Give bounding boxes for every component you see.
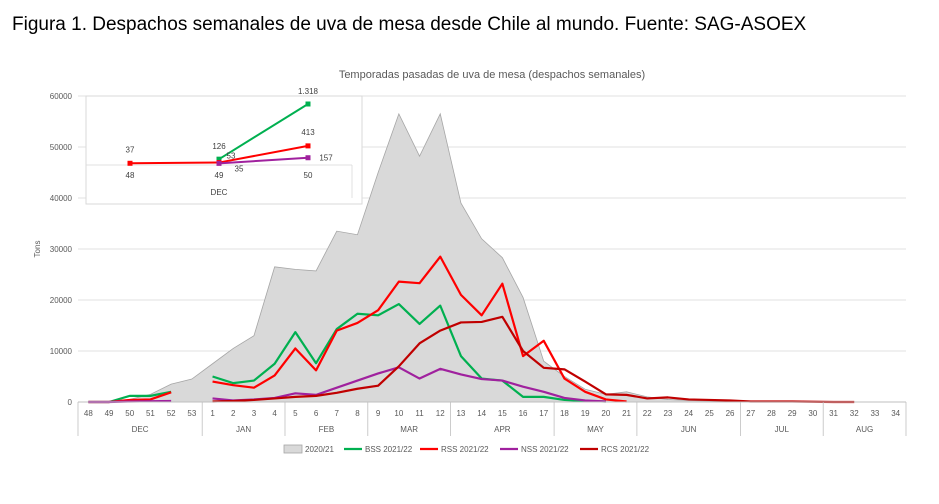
- inset-x-tick-label: 50: [304, 171, 313, 180]
- x-tick-label: 20: [601, 409, 610, 418]
- x-tick-label: 5: [293, 409, 298, 418]
- y-tick-label-1: 10000: [50, 347, 73, 356]
- x-tick-label: 27: [746, 409, 755, 418]
- x-tick-label: 9: [376, 409, 381, 418]
- x-tick-label: 32: [850, 409, 859, 418]
- legend-label-4: RCS 2021/22: [601, 445, 650, 454]
- x-tick-label: 10: [394, 409, 403, 418]
- x-tick-label: 50: [125, 409, 134, 418]
- x-tick-label: 23: [663, 409, 672, 418]
- x-tick-label: 7: [335, 409, 340, 418]
- inset-x-tick-label: 49: [215, 171, 224, 180]
- legend-label-1: BSS 2021/22: [365, 445, 413, 454]
- inset-marker-1-2: [305, 143, 311, 149]
- x-tick-label: 2: [231, 409, 236, 418]
- x-tick-label: 30: [808, 409, 817, 418]
- y-tick-label-3: 30000: [50, 245, 73, 254]
- x-tick-label: 25: [705, 409, 714, 418]
- x-tick-label: 8: [355, 409, 360, 418]
- x-tick-label: 31: [829, 409, 838, 418]
- inset-marker-0-1: [216, 156, 222, 162]
- inset-data-label: 126: [212, 142, 226, 151]
- inset-x-tick-label: 48: [126, 171, 135, 180]
- inset-marker-2-1: [216, 160, 222, 166]
- month-label-dec: DEC: [132, 425, 149, 434]
- x-tick-label: 26: [726, 409, 735, 418]
- x-tick-label: 11: [415, 409, 424, 418]
- figure-caption: Figura 1. Despachos semanales de uva de …: [12, 14, 807, 35]
- month-label-apr: APR: [494, 425, 511, 434]
- x-tick-label: 18: [560, 409, 569, 418]
- x-tick-label: 28: [767, 409, 776, 418]
- x-tick-label: 3: [252, 409, 257, 418]
- month-label-feb: FEB: [319, 425, 335, 434]
- x-tick-label: 48: [84, 409, 93, 418]
- month-label-mar: MAR: [400, 425, 418, 434]
- x-tick-label: 51: [146, 409, 155, 418]
- x-tick-label: 17: [539, 409, 548, 418]
- series-line-rcs-2021-22: [212, 315, 855, 404]
- legend-swatch-0: [283, 444, 303, 454]
- legend-label-0: 2020/21: [305, 445, 334, 454]
- x-tick-label: 14: [477, 409, 486, 418]
- inset-data-label: 37: [126, 145, 135, 154]
- x-tick-label: 15: [498, 409, 507, 418]
- x-tick-label: 4: [272, 409, 277, 418]
- x-tick-label: 1: [210, 409, 215, 418]
- legend-label-2: RSS 2021/22: [441, 445, 489, 454]
- month-label-jul: JUL: [775, 425, 790, 434]
- month-label-aug: AUG: [856, 425, 873, 434]
- inset-series-line-0: [218, 103, 309, 161]
- x-tick-label: 13: [456, 409, 465, 418]
- y-tick-label-2: 20000: [50, 296, 73, 305]
- y-tick-label-5: 50000: [50, 143, 73, 152]
- inset-frame: [85, 95, 363, 205]
- inset-data-label: 157: [319, 154, 333, 163]
- y-axis-label: Tons: [33, 241, 42, 258]
- month-label-may: MAY: [587, 425, 604, 434]
- inset-data-label: 1.318: [298, 87, 319, 96]
- x-tick-label: 6: [314, 409, 319, 418]
- x-tick-label: 19: [581, 409, 590, 418]
- month-label-jan: JAN: [236, 425, 251, 434]
- x-tick-label: 53: [187, 409, 196, 418]
- inset-marker-0-2: [305, 101, 311, 107]
- month-label-jun: JUN: [681, 425, 697, 434]
- inset-data-label: 35: [235, 164, 244, 173]
- x-tick-label: 16: [519, 409, 528, 418]
- x-tick-label: 12: [436, 409, 445, 418]
- inset-series-line-2: [218, 156, 309, 165]
- y-tick-label-0: 0: [68, 398, 73, 407]
- x-tick-label: 29: [788, 409, 797, 418]
- y-tick-label-4: 40000: [50, 194, 73, 203]
- x-tick-label: 52: [167, 409, 176, 418]
- x-tick-label: 22: [643, 409, 652, 418]
- x-tick-label: 24: [684, 409, 693, 418]
- inset-month-label: DEC: [211, 188, 228, 197]
- x-tick-label: 21: [622, 409, 631, 418]
- inset-data-label: 53: [227, 152, 236, 161]
- inset-data-label: 413: [301, 128, 315, 137]
- inset-marker-1-0: [127, 160, 133, 166]
- x-tick-label: 49: [105, 409, 114, 418]
- legend-label-3: NSS 2021/22: [521, 445, 569, 454]
- inset-marker-2-2: [305, 155, 311, 161]
- x-tick-label: 34: [891, 409, 900, 418]
- chart-title: Temporadas pasadas de uva de mesa (despa…: [339, 69, 645, 81]
- x-tick-label: 33: [870, 409, 879, 418]
- y-tick-label-6: 60000: [50, 92, 73, 101]
